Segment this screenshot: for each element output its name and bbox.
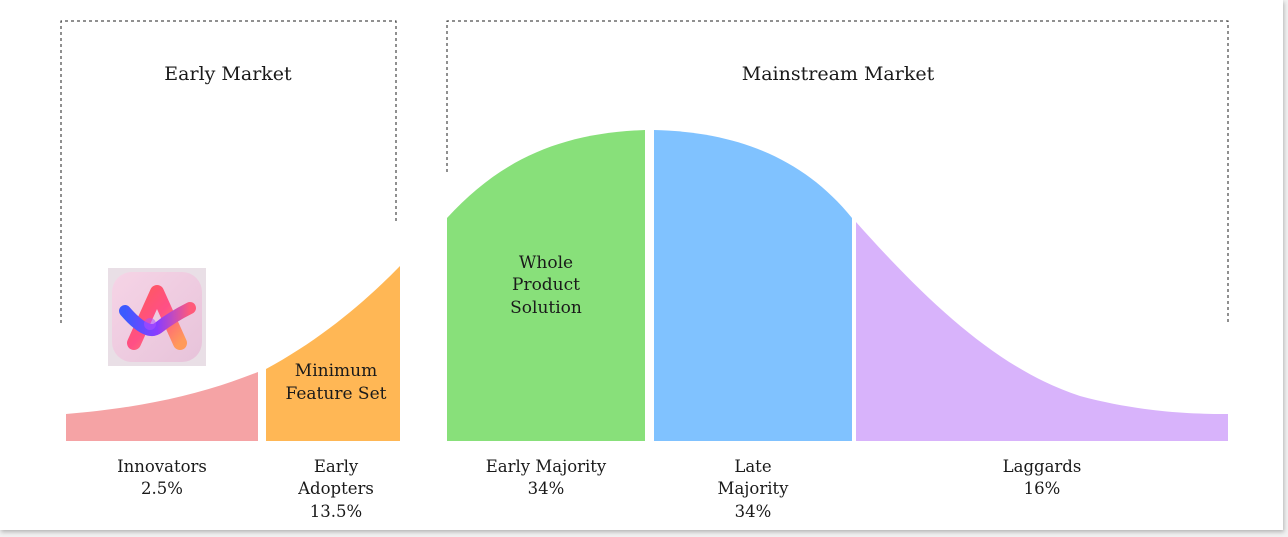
late-majority-label-line2: Majority [718,479,790,498]
whole-product-solution-line1: Whole [519,253,573,273]
arc-browser-icon [108,268,206,366]
mainstream-market-bracket [446,20,1229,323]
minimum-feature-set-line2: Feature Set [286,384,387,404]
early-majority-percent: 34% [528,479,565,498]
whole-product-solution-line2: Product [512,275,580,295]
segment-laggards [856,222,1228,441]
early-adopters-label-line1: Early [314,457,359,476]
whole-product-solution-line3: Solution [510,298,582,318]
late-majority-label-line1: Late [734,457,771,476]
laggards-percent: 16% [1024,479,1061,498]
early-market-label: Early Market [164,63,292,85]
early-market-bracket [60,20,397,323]
early-adopters-label-line2: Adopters [297,479,374,498]
mainstream-market-label: Mainstream Market [742,63,935,85]
segment-late-majority [654,130,852,441]
early-majority-label: Early Majority [486,457,607,476]
minimum-feature-set-line1: Minimum [295,361,377,381]
early-adopters-percent: 13.5% [310,502,362,521]
innovators-percent: 2.5% [141,479,183,498]
segment-innovators [66,372,258,441]
segment-early-majority [447,130,645,441]
late-majority-percent: 34% [735,502,772,521]
segment-early-adopters [266,266,400,441]
innovators-label: Innovators [117,457,207,476]
laggards-label: Laggards [1003,457,1082,476]
